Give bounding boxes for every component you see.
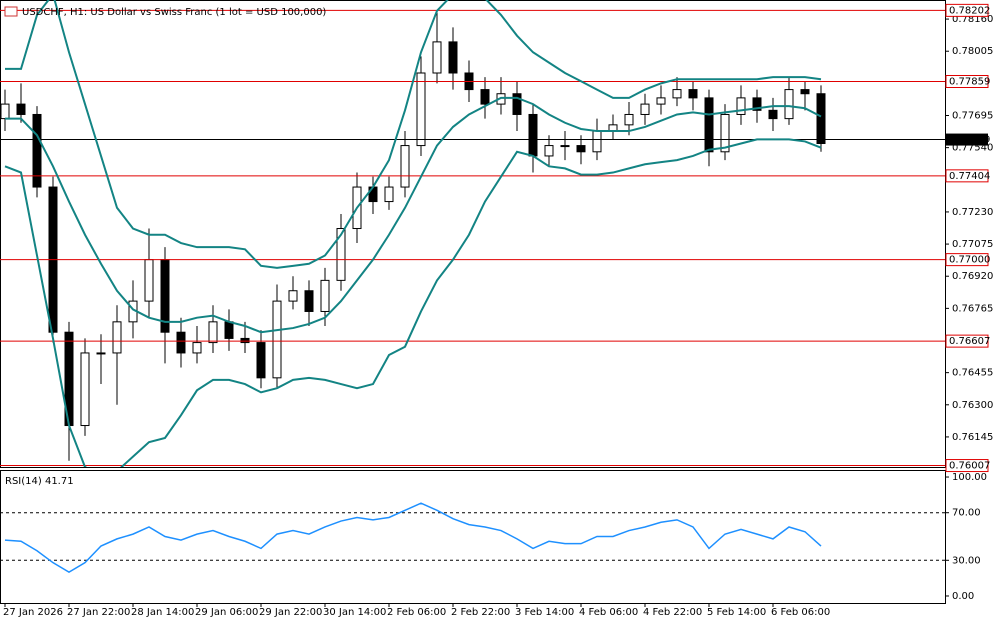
- x-tick-label: 29 Jan 22:00: [259, 607, 322, 618]
- level-label-box: [945, 3, 989, 17]
- x-tick-label: 4 Feb 22:00: [643, 607, 702, 618]
- symbol-icon: [4, 6, 18, 17]
- candle-body: [560, 145, 570, 148]
- y-tick-label: 0.00: [952, 591, 974, 602]
- level-label: 0.76607: [949, 336, 990, 347]
- candle-body: [16, 103, 26, 115]
- candle-body: [224, 321, 234, 339]
- candle-body: [528, 113, 538, 157]
- level-label-box: [945, 253, 989, 267]
- y-tick-label: 0.77695: [952, 111, 993, 122]
- candle-body: [112, 321, 122, 354]
- y-tick-label: 0.77230: [952, 207, 993, 218]
- candle-body: [704, 97, 714, 153]
- level-label: 0.76007: [949, 461, 990, 472]
- candle-body: [176, 331, 186, 354]
- candle-body: [208, 321, 218, 344]
- candle-body: [192, 342, 202, 354]
- candle-body: [736, 97, 746, 115]
- x-tick-label: 27 Jan 22:00: [67, 607, 130, 618]
- x-tick-label: 27 Jan 2026: [3, 607, 63, 618]
- x-tick-label: 3 Feb 14:00: [515, 607, 574, 618]
- candle-body: [592, 130, 602, 153]
- indicator-line: [5, 96, 822, 334]
- candle-body: [784, 89, 794, 120]
- x-tick-label: 29 Jan 06:00: [195, 607, 258, 618]
- level-label-box: [945, 169, 989, 183]
- indicator-line: [4, 138, 822, 467]
- y-tick-label: 0.76455: [952, 368, 993, 379]
- level-label-box: [945, 334, 989, 348]
- candle-body: [288, 290, 298, 302]
- candle-body: [96, 352, 106, 355]
- candle-body: [304, 290, 314, 312]
- level-label-box: [945, 459, 989, 473]
- candle-body: [800, 89, 810, 95]
- candle-body: [576, 145, 586, 153]
- y-tick-label: 0.76920: [952, 271, 993, 282]
- candle-body: [688, 89, 698, 99]
- candle-body: [752, 97, 762, 111]
- y-tick-label: 0.77540: [952, 143, 993, 154]
- x-tick-label: 4 Feb 06:00: [579, 607, 638, 618]
- y-tick-label: 0.77075: [952, 239, 993, 250]
- indicator-line: [4, 502, 822, 574]
- candle-body: [624, 113, 634, 126]
- x-tick-label: 28 Jan 14:00: [131, 607, 194, 618]
- candle-body: [416, 72, 426, 147]
- candle-body: [768, 109, 778, 120]
- candle-body: [272, 300, 282, 379]
- y-tick-label: 30.00: [952, 555, 981, 566]
- candle-body: [512, 93, 522, 115]
- level-label: 0.77404: [949, 171, 990, 182]
- x-tick-label: 30 Jan 14:00: [323, 607, 386, 618]
- candle-body: [0, 103, 10, 120]
- y-tick-label: 70.00: [952, 508, 981, 519]
- y-tick-label: 0.76765: [952, 303, 993, 314]
- rsi-title: RSI(14) 41.71: [5, 476, 74, 487]
- last-price-box: [946, 133, 988, 146]
- candle-body: [480, 89, 490, 105]
- candle-body: [448, 41, 458, 74]
- rsi-panel: [0, 470, 946, 604]
- candle-body: [656, 97, 666, 105]
- candle-body: [816, 93, 826, 145]
- x-tick-label: 6 Feb 06:00: [771, 607, 830, 618]
- candle-body: [32, 113, 42, 188]
- main-panel: [0, 0, 946, 468]
- candle-body: [256, 342, 266, 379]
- x-tick-label: 2 Feb 06:00: [387, 607, 446, 618]
- y-tick-label: 0.76145: [952, 432, 993, 443]
- level-label: 0.77859: [949, 76, 990, 87]
- x-tick-label: 2 Feb 22:00: [451, 607, 510, 618]
- candle-body: [80, 352, 90, 427]
- candle-body: [640, 103, 650, 115]
- candle-body: [544, 145, 554, 157]
- y-tick-label: 0.76300: [952, 400, 993, 411]
- candle-body: [720, 113, 730, 153]
- candle-body: [400, 145, 410, 188]
- indicator-line: [5, 0, 822, 269]
- candle-body: [432, 41, 442, 74]
- candle-body: [336, 228, 346, 281]
- chart-title: USDCHF, H1: US Dollar vs Swiss Franc (1 …: [22, 7, 326, 18]
- x-tick-label: 5 Feb 14:00: [707, 607, 766, 618]
- last-price-label: 0.77579: [949, 135, 990, 146]
- candle-body: [240, 337, 250, 344]
- candle-body: [672, 89, 682, 99]
- level-label-box: [945, 74, 989, 88]
- candle-body: [144, 259, 154, 302]
- level-label: 0.77000: [949, 255, 990, 266]
- y-tick-label: 0.78005: [952, 46, 993, 57]
- y-tick-label: 100.00: [952, 472, 987, 483]
- candle-body: [384, 186, 394, 203]
- y-tick-label: 0.78160: [952, 14, 993, 25]
- candle-body: [320, 279, 330, 312]
- level-label: 0.78202: [949, 5, 990, 16]
